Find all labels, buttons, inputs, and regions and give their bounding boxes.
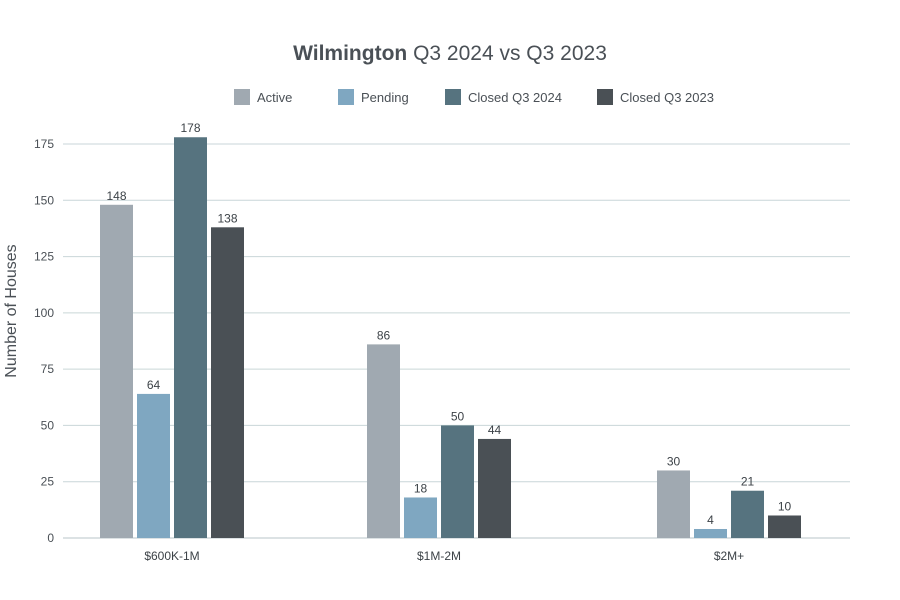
data-label: 44 [488,423,502,437]
data-label: 4 [707,513,714,527]
legend: Active Pending Closed Q3 2024 Closed Q3 … [0,89,900,109]
data-label: 148 [106,189,126,203]
legend-swatch-pending [338,89,354,105]
bar [174,137,207,538]
bar [100,204,133,538]
legend-swatch-closed-2024 [445,89,461,105]
y-tick-label: 0 [47,531,54,545]
legend-label-pending: Pending [361,89,409,105]
bar [404,497,437,538]
y-tick-label: 25 [41,475,55,489]
bar [694,528,727,538]
legend-swatch-active [234,89,250,105]
data-label: 10 [778,499,792,513]
legend-item-active: Active [234,89,292,105]
x-tick-label: $2M+ [714,549,744,563]
bar [657,470,690,538]
y-tick-label: 125 [34,250,54,264]
data-label: 50 [451,409,465,423]
bar [731,490,764,538]
x-tick-label: $600K-1M [144,549,199,563]
legend-item-closed-2024: Closed Q3 2024 [445,89,562,105]
legend-item-closed-2023: Closed Q3 2023 [597,89,714,105]
chart-title: Wilmington Q3 2024 vs Q3 2023 [0,42,900,66]
legend-label-active: Active [257,89,293,105]
bar [768,515,801,538]
bar [367,344,400,538]
data-label: 178 [180,121,200,135]
y-tick-label: 50 [41,418,55,432]
legend-swatch-closed-2023 [597,89,613,105]
data-label: 86 [377,328,391,342]
y-tick-label: 175 [34,137,54,151]
bar [478,438,511,538]
chart-title-bold: Wilmington [293,42,408,65]
legend-item-pending: Pending [338,89,409,105]
y-tick-label: 100 [34,306,54,320]
bar [441,425,474,538]
data-label: 64 [147,378,161,392]
chart-title-rest: Q3 2024 vs Q3 2023 [407,42,607,65]
bar [211,227,244,538]
y-tick-label: 150 [34,193,54,207]
data-label: 138 [217,211,237,225]
data-label: 30 [667,454,681,468]
bar [137,393,170,538]
data-label: 21 [741,475,755,489]
x-tick-label: $1M-2M [417,549,461,563]
y-tick-label: 75 [41,362,55,376]
legend-label-closed-2023: Closed Q3 2023 [620,89,714,105]
legend-label-closed-2024: Closed Q3 2024 [468,89,562,105]
data-label: 18 [414,481,428,495]
